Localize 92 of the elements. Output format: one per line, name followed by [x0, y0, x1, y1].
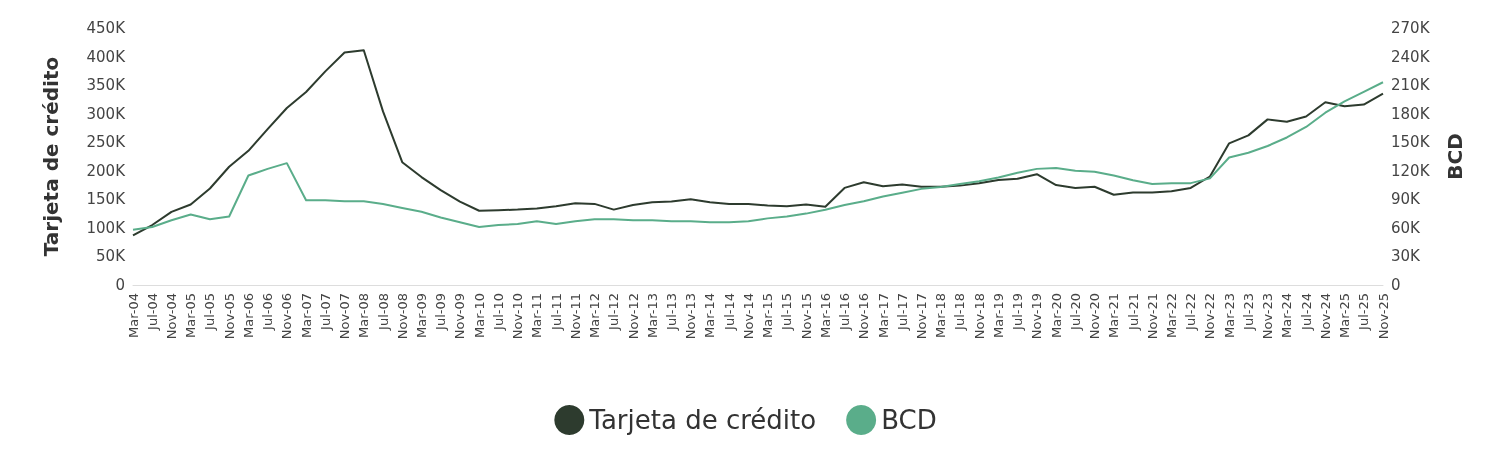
y-tick-label: 400K: [86, 47, 127, 66]
x-tick-label: Jul-09: [433, 293, 449, 331]
x-tick-label: Nov-12: [625, 293, 641, 340]
x-tick-label: Mar-16: [817, 293, 833, 338]
x-tick-label: Nov-11: [567, 293, 583, 340]
x-tick-label: Mar-09: [413, 293, 429, 338]
x-tick-label: Mar-23: [1221, 293, 1237, 338]
x-tick-label: Nov-17: [913, 293, 929, 340]
x-tick-label: Jul-04: [144, 293, 160, 331]
x-tick-label: Nov-18: [971, 293, 987, 340]
x-tick-label: Mar-19: [990, 293, 1006, 338]
x-tick-label: Mar-25: [1337, 293, 1353, 338]
x-tick-label: Mar-24: [1279, 293, 1295, 338]
y2-tick-label: 150K: [1391, 133, 1431, 152]
x-tick-label: Nov-05: [221, 293, 237, 340]
x-tick-label: Mar-08: [356, 293, 372, 338]
x-tick-label: Jul-14: [721, 293, 737, 331]
x-tick-label: Nov-08: [394, 293, 410, 340]
x-tick-label: Nov-06: [279, 293, 295, 340]
x-tick-label: Nov-15: [798, 293, 814, 340]
y2-axis-title: BCD: [1443, 133, 1467, 180]
y-tick-label: 0: [115, 276, 125, 294]
legend-label: Tarjeta de crédito: [588, 405, 817, 435]
x-tick-label: Mar-13: [644, 293, 660, 338]
y2-tick-label: 90K: [1391, 190, 1422, 209]
x-tick-label: Nov-25: [1375, 293, 1391, 340]
x-tick-label: Nov-07: [337, 293, 353, 340]
y-tick-label: 150K: [86, 190, 127, 209]
x-tick-label: Mar-14: [702, 293, 718, 338]
y-tick-label: 100K: [86, 218, 127, 237]
y2-tick-label: 180K: [1391, 104, 1431, 123]
x-tick-label: Mar-17: [875, 293, 891, 338]
y-tick-label: 250K: [86, 133, 127, 152]
x-tick-label: Jul-23: [1240, 293, 1256, 331]
y-tick-label: 350K: [86, 76, 127, 95]
x-tick-label: Mar-22: [1163, 293, 1179, 338]
x-tick-label: Mar-10: [471, 293, 487, 338]
x-tick-label: Jul-12: [606, 293, 622, 331]
x-tick-label: Mar-12: [587, 293, 603, 338]
line-series: [132, 49, 1384, 237]
x-tick-label: Nov-23: [1260, 293, 1276, 340]
x-tick-label: Mar-05: [183, 293, 199, 338]
x-tick-label: Mar-15: [760, 293, 776, 338]
x-tick-label: Jul-22: [1183, 293, 1199, 331]
x-tick-label: Jul-25: [1356, 293, 1372, 331]
x-tick-label: Jul-17: [894, 293, 910, 331]
x-tick-label: Nov-16: [856, 293, 872, 340]
x-tick-label: Mar-21: [1106, 293, 1122, 338]
x-tick-label: Nov-19: [1029, 293, 1045, 340]
x-tick-label: Mar-07: [298, 293, 314, 338]
x-tick-label: Jul-15: [779, 293, 795, 331]
x-tick-label: Jul-07: [317, 293, 333, 331]
legend-label: BCD: [881, 405, 937, 435]
x-tick-label: Nov-09: [452, 293, 468, 340]
x-tick-label: Mar-11: [529, 293, 545, 338]
x-tick-label: Jul-08: [375, 293, 391, 331]
y2-tick-label: 240K: [1391, 47, 1431, 66]
x-tick-label: Jul-19: [1010, 293, 1026, 331]
y2-tick-label: 30K: [1391, 247, 1422, 266]
y2-tick-label: 270K: [1391, 19, 1431, 37]
x-tick-label: Jul-05: [202, 293, 218, 331]
y2-tick-label: 0: [1391, 276, 1401, 294]
x-tick-label: Jul-11: [548, 293, 564, 331]
x-tick-label: Jul-16: [837, 293, 853, 331]
x-tick-label: Mar-04: [125, 293, 141, 338]
x-tick-label: Jul-18: [952, 293, 968, 331]
x-tick-label: Jul-21: [1125, 293, 1141, 331]
x-tick-label: Jul-24: [1298, 293, 1314, 331]
x-tick-label: Nov-22: [1202, 293, 1218, 340]
line-series: [132, 81, 1384, 231]
x-tick-label: Nov-24: [1317, 293, 1333, 340]
x-tick-label: Nov-14: [740, 293, 756, 340]
x-tick-label: Mar-06: [240, 293, 256, 338]
x-tick-label: Nov-04: [163, 293, 179, 340]
x-tick-label: Mar-20: [1048, 293, 1064, 338]
x-tick-label: Jul-13: [663, 293, 679, 331]
y2-tick-label: 60K: [1391, 218, 1422, 237]
y2-tick-label: 210K: [1391, 76, 1431, 95]
y-tick-label: 50K: [96, 247, 127, 266]
x-tick-label: Jul-06: [260, 293, 276, 331]
x-tick-label: Nov-20: [1087, 293, 1103, 340]
x-tick-label: Nov-13: [683, 293, 699, 340]
x-tick-label: Nov-21: [1144, 293, 1160, 340]
x-tick-label: Jul-10: [490, 293, 506, 331]
y-tick-label: 450K: [86, 19, 127, 37]
x-tick-label: Nov-10: [510, 293, 526, 340]
y2-tick-label: 120K: [1391, 161, 1431, 180]
y-axis-title: Tarjeta de crédito: [39, 56, 63, 257]
y-tick-label: 300K: [86, 104, 127, 123]
x-tick-label: Mar-18: [933, 293, 949, 338]
x-tick-label: Jul-20: [1067, 293, 1083, 331]
y-tick-label: 200K: [86, 161, 127, 180]
